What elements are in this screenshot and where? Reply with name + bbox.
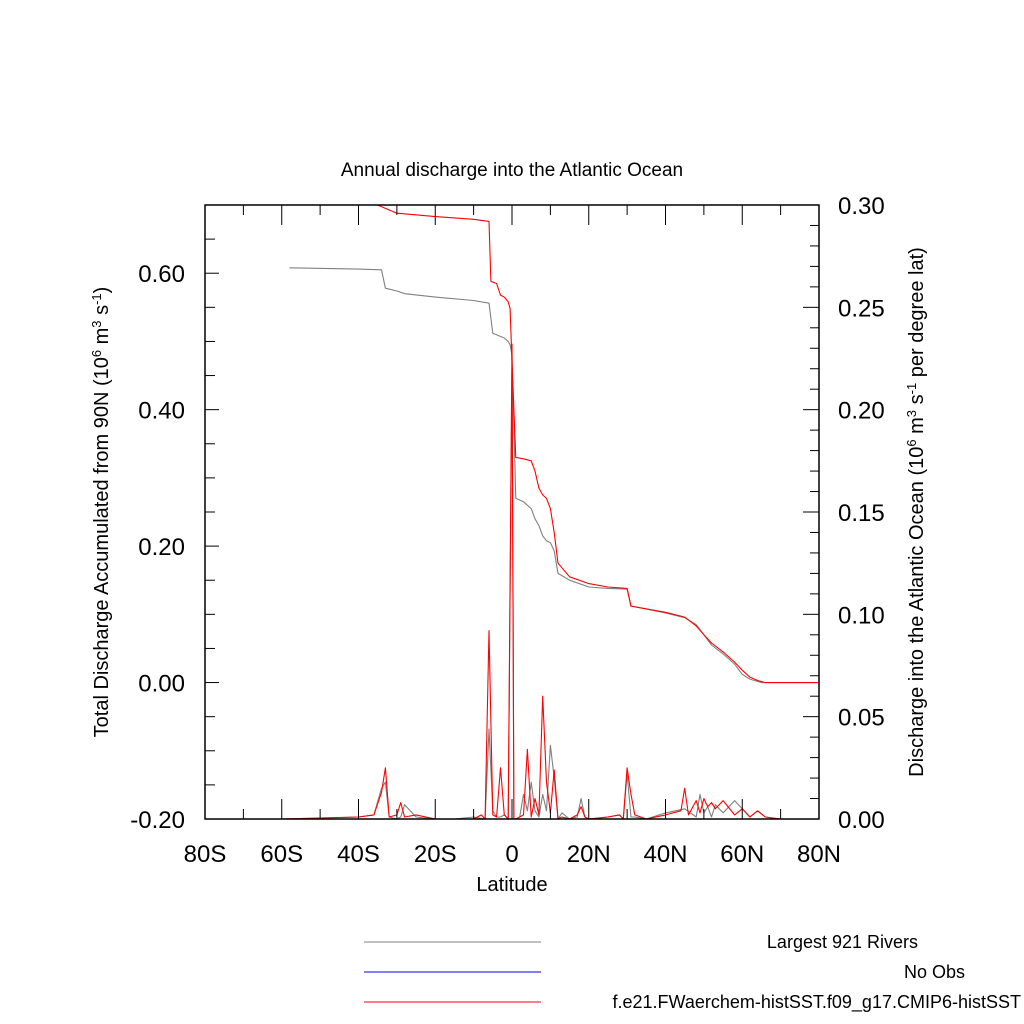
- legend: Largest 921 Rivers No Obs f.e21.FWaerchem-…: [364, 932, 1021, 1013]
- left-y-tick-label: 0.60: [138, 261, 185, 288]
- right-y-axis-label: Discharge into the Atlantic Ocean (106 m…: [904, 247, 929, 777]
- right-y-tick-label: 0.25: [838, 295, 885, 322]
- left-y-tick-label: -0.20: [130, 807, 185, 834]
- right-y-tick-label: 0.20: [838, 398, 885, 425]
- x-tick-label: 60S: [260, 841, 303, 868]
- left-y-axis-label: Total Discharge Accumulated from 90N (10…: [89, 287, 114, 738]
- right-y-tick-label: 0.10: [838, 602, 885, 629]
- left-y-tick-label: 0.20: [138, 534, 185, 561]
- x-tick-label: 40S: [337, 841, 380, 868]
- series-line-left-0: [289, 267, 819, 684]
- x-axis-label: Latitude: [476, 874, 547, 896]
- series-layer: [205, 205, 819, 819]
- legend-label-1: No Obs: [904, 962, 965, 982]
- left-y-tick-label: 0.00: [138, 671, 185, 698]
- x-tick-label: 20S: [414, 841, 457, 868]
- right-y-tick-label: 0.05: [838, 705, 885, 732]
- series-line-right-3: [205, 368, 819, 819]
- chart-title: Annual discharge into the Atlantic Ocean: [341, 160, 683, 181]
- x-tick-label: 60N: [720, 841, 764, 868]
- right-y-tick-label: 0.15: [838, 500, 885, 527]
- right-y-tick-label: 0.30: [838, 193, 885, 220]
- x-tick-label: 80S: [184, 841, 227, 868]
- x-tick-label: 80N: [797, 841, 841, 868]
- right-y-tick-label: 0.00: [838, 807, 885, 834]
- x-tick-label: 40N: [643, 841, 687, 868]
- ticks-layer: 80S 60S 40S 20S 0 20N 40N 60N 80N -0.20 0.00 0.20 0.…: [130, 193, 884, 868]
- plot-frame: [204, 204, 820, 820]
- series-line-right-4: [205, 343, 819, 819]
- x-tick-label: 0: [505, 841, 518, 868]
- legend-label-2: f.e21.FWaerchem-histSST.f09_g17.CMIP6-hi…: [613, 992, 1022, 1013]
- legend-label-0: Largest 921 Rivers: [767, 932, 918, 952]
- x-tick-label: 20N: [567, 841, 611, 868]
- left-y-tick-label: 0.40: [138, 398, 185, 425]
- series-line-left-2: [373, 205, 819, 684]
